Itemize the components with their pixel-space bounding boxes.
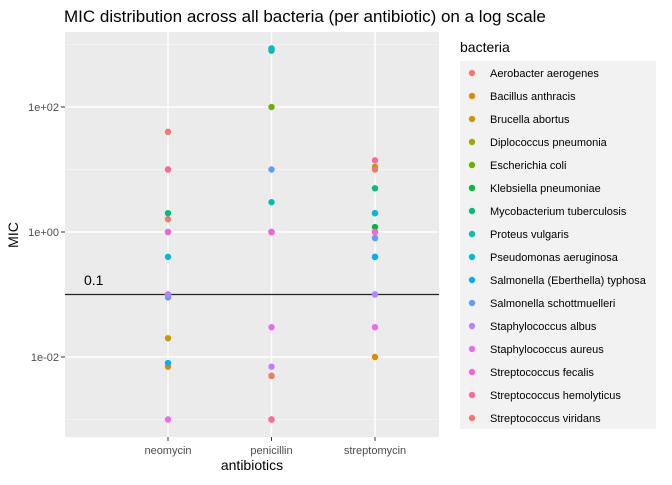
data-point [164, 228, 172, 236]
data-point [371, 166, 379, 173]
data-point [371, 209, 379, 217]
data-point [371, 234, 379, 242]
data-point [268, 45, 275, 53]
data-point [371, 223, 379, 231]
legend-key [468, 391, 476, 399]
legend-key [468, 345, 476, 353]
data-point [268, 228, 275, 236]
chart-title: MIC distribution across all bacteria (pe… [64, 7, 546, 26]
data-point [371, 157, 379, 164]
x-tick-label: streptomycin [344, 445, 406, 457]
data-point [164, 128, 172, 136]
x-tick-label: neomycin [144, 445, 191, 457]
legend-key [468, 368, 476, 376]
legend-key [468, 322, 476, 330]
legend-key [468, 115, 476, 123]
data-point [164, 216, 172, 223]
legend-label: Streptococcus fecalis [490, 367, 594, 379]
legend-key [468, 299, 476, 307]
legend-label: Proteus vulgaris [490, 229, 569, 241]
legend-title: bacteria [460, 39, 510, 55]
data-point [371, 323, 379, 331]
points-layer [164, 45, 379, 423]
data-point [371, 291, 379, 298]
data-point [268, 363, 275, 370]
y-axis-label: MIC [5, 222, 21, 248]
legend-key [468, 138, 476, 146]
data-point [268, 323, 275, 331]
legend-key [468, 69, 476, 77]
data-point [164, 416, 172, 423]
data-point [268, 372, 275, 380]
legend-label: Staphylococcus albus [490, 321, 597, 333]
legend-label: Bacillus anthracis [490, 91, 576, 103]
legend-key [468, 414, 476, 422]
legend-key [468, 92, 476, 100]
reference-line-label: 0.1 [84, 272, 104, 288]
y-tick-label: 1e+00 [28, 227, 59, 239]
data-point [268, 166, 275, 173]
legend-key [468, 276, 476, 284]
legend-label: Escherichia coli [490, 160, 566, 172]
y-axis: 1e-02 1e+00 1e+02 [28, 102, 65, 364]
data-point [268, 198, 275, 206]
data-point [164, 334, 172, 342]
data-point [371, 253, 379, 261]
legend-label: Mycobacterium tuberculosis [490, 206, 627, 218]
legend-label: Klebsiella pneumoniae [490, 183, 601, 195]
legend-key-background [460, 61, 656, 429]
y-tick-label: 1e-02 [31, 352, 59, 364]
y-tick-label: 1e+02 [28, 102, 59, 114]
data-point [164, 209, 172, 217]
data-point [371, 228, 379, 236]
data-point [371, 353, 379, 361]
x-tick-label: penicillin [250, 445, 292, 457]
legend-key [468, 161, 476, 169]
legend-label: Diplococcus pneumonia [490, 137, 608, 149]
legend-label: Salmonella (Eberthella) typhosa [490, 275, 647, 287]
plot-panel [65, 32, 439, 437]
legend-label: Staphylococcus aureus [490, 344, 604, 356]
legend-label: Streptococcus viridans [490, 413, 601, 425]
x-axis-label: antibiotics [221, 457, 283, 473]
legend-key [468, 207, 476, 215]
x-axis: neomycin penicillin streptomycin [144, 437, 406, 457]
legend-label: Pseudomonas aeruginosa [490, 252, 619, 264]
legend-label: Brucella abortus [490, 114, 570, 126]
legend-label: Salmonella schottmuelleri [490, 298, 615, 310]
legend-key [468, 230, 476, 238]
legend: bacteria Aerobacter aerogenes Bacillus an… [460, 39, 656, 429]
legend-label: Streptococcus hemolyticus [490, 390, 621, 402]
data-point [164, 359, 172, 367]
legend-label: Aerobacter aerogenes [490, 68, 599, 80]
data-point [164, 166, 172, 173]
data-point [164, 291, 172, 298]
data-point [268, 416, 275, 423]
legend-key [468, 184, 476, 192]
legend-key [468, 253, 476, 261]
data-point [371, 185, 379, 192]
data-point [268, 103, 275, 111]
legend-items: Aerobacter aerogenes Bacillus anthracis Br… [468, 68, 647, 425]
data-point [164, 253, 172, 261]
